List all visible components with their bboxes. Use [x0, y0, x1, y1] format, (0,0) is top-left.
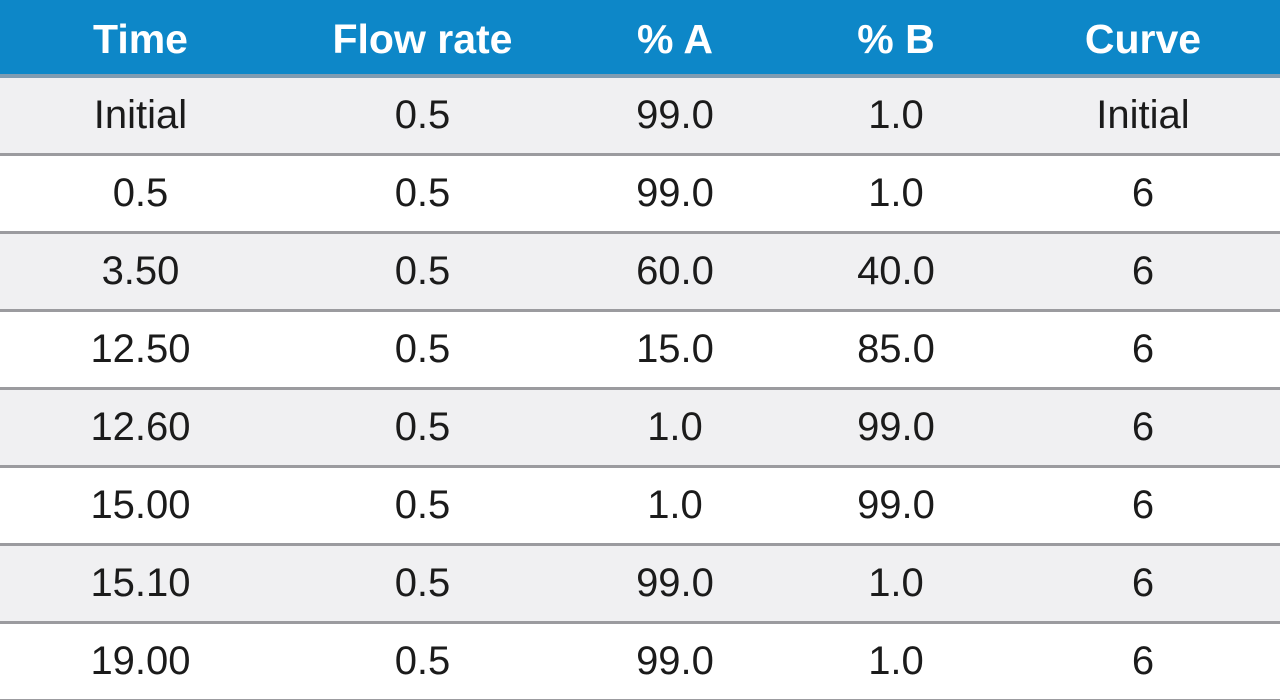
table-cell: 1.0 [564, 388, 786, 468]
table-cell: 0.5 [281, 544, 564, 624]
table-cell: 0.5 [281, 622, 564, 700]
table-cell: 0.5 [281, 388, 564, 468]
table-cell: 99.0 [564, 154, 786, 234]
table-row: 0.5 0.5 99.0 1.0 6 [0, 154, 1280, 234]
table-row: 12.60 0.5 1.0 99.0 6 [0, 388, 1280, 468]
table-cell: 1.0 [786, 622, 1006, 700]
column-header-curve: Curve [1006, 0, 1280, 78]
table-cell: 1.0 [786, 154, 1006, 234]
table-cell: 6 [1006, 544, 1280, 624]
table-cell: 6 [1006, 466, 1280, 546]
table-cell: 15.10 [0, 544, 281, 624]
table-cell: 3.50 [0, 232, 281, 312]
column-header-flow-rate: Flow rate [281, 0, 564, 78]
table-cell: 0.5 [281, 232, 564, 312]
table-cell: 0.5 [281, 154, 564, 234]
table-cell: 12.60 [0, 388, 281, 468]
table-cell: 85.0 [786, 310, 1006, 390]
table-row: 3.50 0.5 60.0 40.0 6 [0, 232, 1280, 312]
table-cell: 1.0 [786, 544, 1006, 624]
table-cell: 1.0 [786, 76, 1006, 156]
table-cell: 1.0 [564, 466, 786, 546]
table-cell: 40.0 [786, 232, 1006, 312]
column-header-time: Time [0, 0, 281, 78]
table-cell: 60.0 [564, 232, 786, 312]
table-row: 19.00 0.5 99.0 1.0 6 [0, 622, 1280, 700]
table-cell: 6 [1006, 388, 1280, 468]
table-cell: 99.0 [786, 388, 1006, 468]
table-cell: 6 [1006, 154, 1280, 234]
table-cell: 6 [1006, 232, 1280, 312]
table-row: Initial 0.5 99.0 1.0 Initial [0, 76, 1280, 156]
table-cell: 99.0 [786, 466, 1006, 546]
table-cell: 99.0 [564, 76, 786, 156]
table-cell: 6 [1006, 622, 1280, 700]
table-cell: 12.50 [0, 310, 281, 390]
table-cell: 6 [1006, 310, 1280, 390]
table-cell: 19.00 [0, 622, 281, 700]
table-row: 15.00 0.5 1.0 99.0 6 [0, 466, 1280, 546]
table-cell: Initial [1006, 76, 1280, 156]
table-cell: Initial [0, 76, 281, 156]
table-cell: 0.5 [281, 76, 564, 156]
header-row: Time Flow rate % A % B Curve [0, 0, 1280, 78]
table-row: 15.10 0.5 99.0 1.0 6 [0, 544, 1280, 624]
table-cell: 0.5 [0, 154, 281, 234]
table-cell: 15.00 [0, 466, 281, 546]
table-cell: 15.0 [564, 310, 786, 390]
column-header-percent-a: % A [564, 0, 786, 78]
table-cell: 0.5 [281, 466, 564, 546]
column-header-percent-b: % B [786, 0, 1006, 78]
table-cell: 99.0 [564, 622, 786, 700]
table-cell: 0.5 [281, 310, 564, 390]
table-row: 12.50 0.5 15.0 85.0 6 [0, 310, 1280, 390]
table-cell: 99.0 [564, 544, 786, 624]
